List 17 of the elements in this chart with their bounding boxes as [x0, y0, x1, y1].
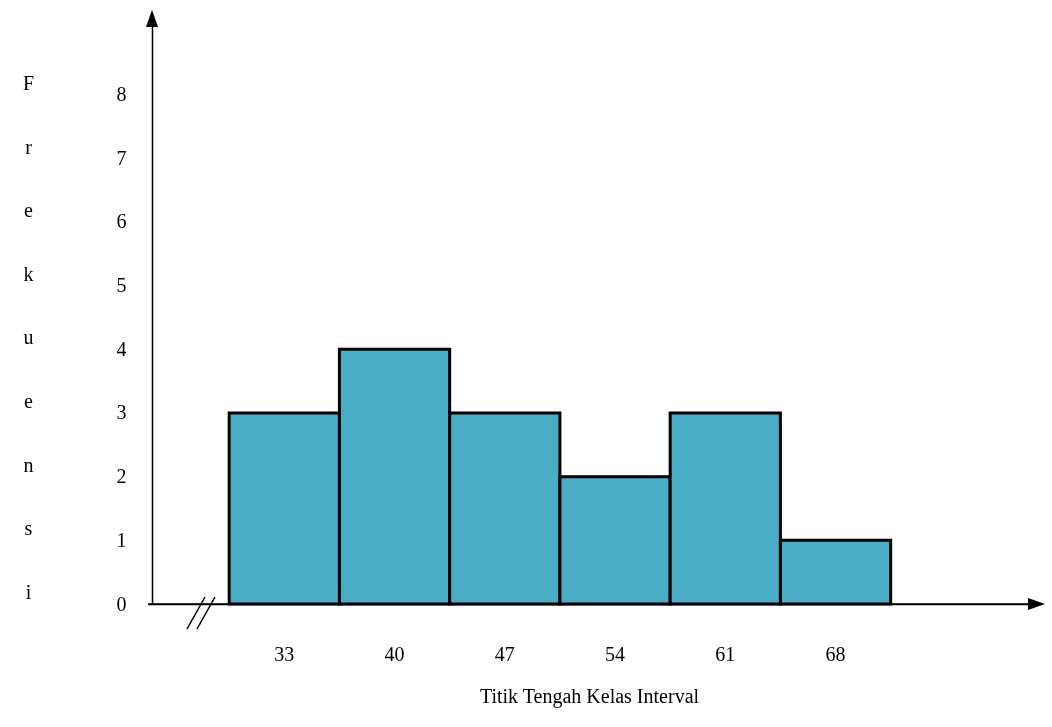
y-tick-label: 4: [116, 337, 127, 360]
x-tick-label: 40: [384, 642, 405, 665]
y-tick-label: 3: [116, 401, 127, 424]
y-tick-label: 8: [116, 83, 127, 106]
x-tick-label: 61: [715, 642, 736, 665]
y-tick-label: 0: [116, 592, 127, 615]
x-tick-label: 68: [825, 642, 846, 665]
x-axis-title: Titik Tengah Kelas Interval: [479, 684, 700, 708]
x-tick-label: 47: [494, 642, 515, 665]
text: Frekuensi: [22, 72, 35, 603]
x-tick-label: 54: [605, 642, 626, 665]
y-tick-label: 2: [116, 465, 127, 488]
y-tick-label: 5: [116, 274, 127, 297]
x-tick-label: 33: [274, 642, 295, 665]
y-tick-label: 7: [116, 146, 127, 169]
y-tick-label: 6: [116, 210, 127, 233]
y-tick-label: 1: [116, 528, 127, 551]
